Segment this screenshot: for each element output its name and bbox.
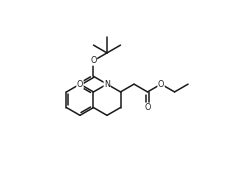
Text: N: N	[104, 80, 110, 89]
Text: O: O	[144, 103, 151, 112]
Text: O: O	[90, 56, 97, 65]
Text: O: O	[77, 80, 83, 89]
Text: O: O	[158, 80, 164, 89]
